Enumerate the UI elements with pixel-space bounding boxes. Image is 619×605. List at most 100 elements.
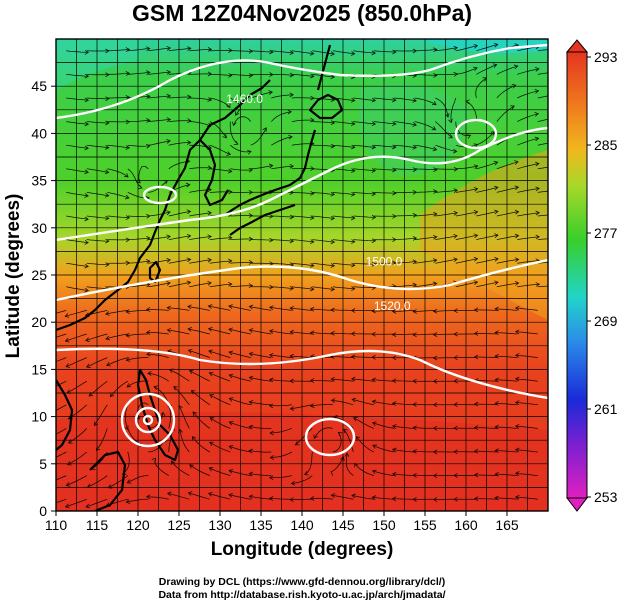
streamline-arrowhead [145, 329, 151, 335]
streamline-arrowhead [448, 134, 453, 139]
streamline [474, 498, 497, 500]
streamline [188, 492, 210, 500]
streamline-arrowhead [46, 436, 50, 440]
streamline-arrowhead [556, 93, 560, 97]
streamline [86, 168, 109, 173]
streamline-arrowhead [84, 287, 89, 293]
streamline [250, 286, 273, 288]
y-tick-label: 15 [31, 361, 47, 377]
streamline-arrowhead [473, 331, 479, 336]
streamline-arrowhead [66, 461, 72, 466]
streamline [66, 286, 89, 291]
streamline [515, 425, 538, 429]
streamline-arrowhead [67, 439, 73, 444]
streamline [517, 113, 539, 122]
streamline [372, 444, 395, 453]
streamline [249, 329, 272, 335]
streamline [171, 460, 190, 476]
streamline-arrowhead [330, 74, 336, 80]
streamline [455, 281, 478, 288]
streamline [353, 286, 376, 289]
streamline-arrowhead [151, 457, 157, 463]
streamline-arrowhead [309, 51, 315, 56]
streamline-arrowhead [453, 308, 458, 314]
streamline-arrowhead [188, 369, 194, 375]
streamline [496, 211, 519, 217]
streamline-arrowhead [448, 118, 453, 124]
streamline [271, 50, 294, 54]
streamline-arrowhead [330, 120, 336, 126]
streamline [476, 161, 498, 170]
streamline-arrowhead [391, 378, 397, 384]
streamline-arrowhead [412, 378, 417, 384]
streamline-arrowhead [431, 100, 437, 106]
streamline [168, 47, 191, 52]
streamline-arrowhead [412, 282, 418, 288]
streamline-arrowhead [105, 145, 110, 150]
streamline-arrowhead [166, 93, 172, 99]
coast-indochina [56, 379, 74, 451]
x-tick-label: 165 [495, 517, 519, 533]
streamline-arrowhead [228, 304, 233, 309]
streamline [332, 144, 355, 148]
streamline [455, 165, 478, 170]
streamline [515, 354, 538, 358]
streamline [332, 262, 355, 266]
streamline [330, 456, 344, 476]
streamline [127, 119, 150, 122]
streamline [414, 121, 436, 131]
streamline-arrowhead [170, 460, 176, 465]
streamline [56, 498, 67, 504]
streamline-arrowhead [337, 431, 343, 437]
streamline-arrowhead [354, 462, 359, 468]
streamline-arrowhead [191, 436, 197, 441]
streamline [537, 142, 548, 146]
streamline [392, 425, 415, 429]
streamline-arrowhead [493, 42, 499, 48]
streamline-arrowhead [84, 193, 89, 198]
coast-asia-mainland [56, 79, 271, 332]
streamline [230, 285, 253, 288]
streamline-arrowhead [371, 495, 377, 500]
streamline-arrowhead [233, 140, 239, 145]
streamline-arrowhead [231, 121, 237, 127]
streamline-arrowhead [248, 304, 254, 310]
streamline-arrowhead [453, 496, 458, 502]
colorbar-bottom-arrow [565, 497, 589, 512]
streamline [313, 427, 333, 439]
streamline [271, 165, 294, 170]
streamline-arrowhead [344, 452, 350, 457]
streamline [66, 144, 89, 149]
streamline [107, 262, 130, 264]
streamline-arrowhead [432, 234, 438, 240]
streamline [249, 353, 272, 358]
streamline-arrowhead [330, 307, 335, 313]
streamline-arrowhead [289, 353, 294, 359]
streamline-arrowhead [556, 140, 560, 144]
streamline [138, 165, 149, 184]
streamline [250, 50, 273, 53]
streamline-arrowhead [473, 66, 478, 72]
streamline-arrowhead [514, 329, 520, 335]
streamline [450, 97, 457, 123]
streamline-arrowhead [494, 400, 499, 406]
streamline-arrowhead [95, 446, 101, 451]
streamline [209, 467, 231, 476]
streamline [249, 450, 272, 453]
streamline-arrowhead [187, 140, 192, 145]
streamline-arrowhead [514, 353, 520, 358]
streamline [86, 121, 109, 124]
streamline-arrowhead [412, 449, 417, 454]
contour-1480 [56, 126, 548, 242]
streamline-arrowhead [178, 428, 183, 434]
streamline-arrowhead [309, 306, 315, 312]
streamline-arrowhead [482, 77, 488, 82]
streamline [515, 449, 538, 453]
streamline-arrowhead [535, 234, 540, 240]
streamline-arrowhead [207, 257, 212, 263]
streamline [291, 475, 313, 484]
streamline [127, 215, 150, 217]
streamline-arrowhead [473, 164, 479, 169]
streamline [269, 379, 292, 382]
streamline [291, 97, 314, 99]
